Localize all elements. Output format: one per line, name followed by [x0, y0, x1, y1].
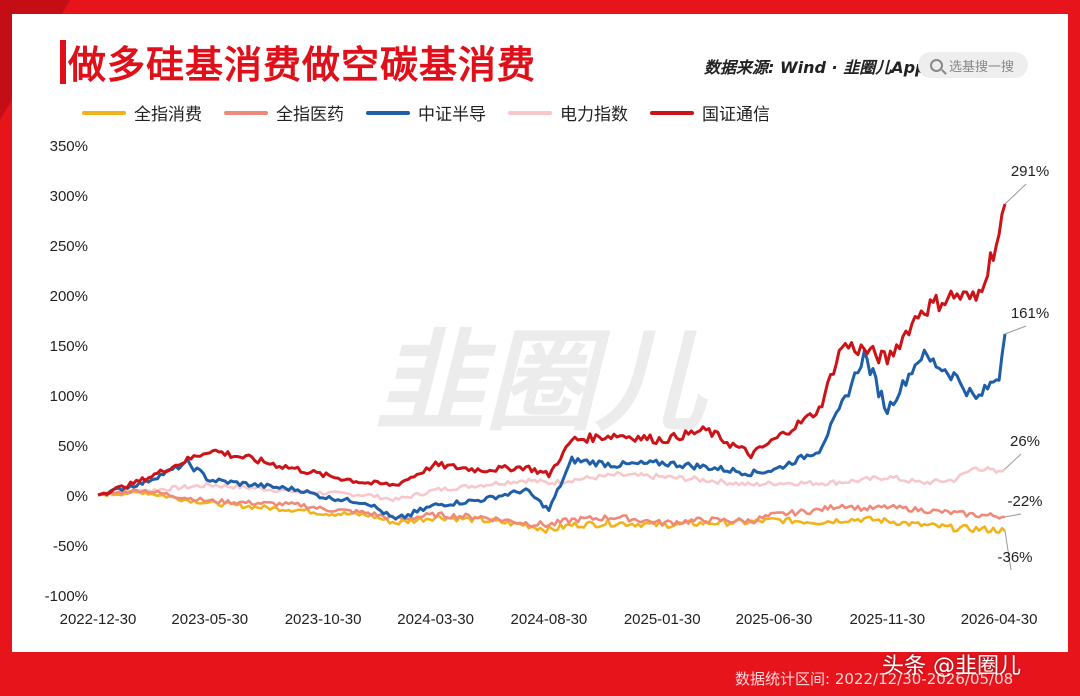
end-label-leader [1004, 513, 1022, 518]
y-tick-label: 350% [50, 138, 88, 155]
end-label-leader [1004, 183, 1027, 205]
y-tick-label: 50% [58, 438, 88, 455]
series-line [97, 489, 1006, 534]
legend-swatch [224, 110, 268, 115]
x-tick-label: 2025-06-30 [736, 611, 813, 628]
legend-label: 中证半导 [418, 105, 486, 125]
series-line [97, 333, 1007, 521]
legend-label: 电力指数 [560, 105, 628, 125]
end-label-leader [1004, 325, 1027, 335]
x-tick-label: 2023-10-30 [285, 611, 362, 628]
search-pill[interactable]: 选基搜一搜 [918, 52, 1028, 78]
y-tick-label: 250% [50, 238, 88, 255]
legend-item: 全指医药 [224, 100, 344, 125]
series-line [97, 488, 1005, 529]
y-tick-label: 0% [66, 488, 88, 505]
footer-range-label: 数据统计区间: [735, 670, 831, 688]
legend-label: 国证通信 [702, 105, 770, 125]
chart-title: 做多硅基消费做空碳基消费 [68, 43, 537, 87]
end-value-label: 26% [1010, 433, 1040, 450]
title-accent-bar [60, 40, 66, 84]
y-tick-label: 300% [50, 188, 88, 205]
legend-item: 中证半导 [366, 100, 486, 125]
end-label-leader [1004, 530, 1012, 571]
legend-swatch [366, 110, 410, 115]
end-value-label: -36% [997, 549, 1032, 566]
y-tick-label: 100% [50, 388, 88, 405]
footer-range-value: 2022/12/30-2026/05/08 [834, 670, 1014, 688]
end-value-label: -22% [1007, 493, 1042, 510]
end-value-label: 291% [1011, 163, 1049, 180]
x-tick-label: 2025-01-30 [624, 611, 701, 628]
source-value: Wind [779, 58, 826, 77]
data-source: 数据来源: Wind · 韭圈儿App [704, 58, 927, 77]
series-line [97, 466, 1006, 503]
x-tick-label: 2022-12-30 [60, 611, 137, 628]
x-tick-label: 2023-05-30 [171, 611, 248, 628]
y-tick-label: -50% [53, 538, 88, 555]
x-tick-label: 2025-11-30 [849, 611, 925, 628]
search-placeholder: 选基搜一搜 [949, 59, 1015, 75]
footer-range: 数据统计区间: 2022/12/30-2026/05/08 [735, 668, 1013, 689]
center-watermark-logo: 韭圈儿 [375, 318, 709, 446]
legend-label: 全指医药 [276, 105, 344, 125]
legend-swatch [508, 110, 552, 115]
toutiao-watermark: 头条 @韭圈儿 [882, 654, 1021, 679]
end-label-leader [1004, 453, 1022, 470]
y-tick-label: 200% [50, 288, 88, 305]
legend-item: 全指消费 [82, 100, 202, 125]
end-value-label: 161% [1011, 305, 1049, 322]
source-label: 数据来源: [704, 58, 775, 77]
x-tick-label: 2024-08-30 [511, 611, 588, 628]
legend-swatch [82, 110, 126, 115]
chart-card [12, 14, 1068, 652]
legend-label: 全指消费 [134, 105, 202, 125]
x-tick-label: 2024-03-30 [397, 611, 474, 628]
search-icon [930, 58, 943, 72]
legend-swatch [650, 110, 694, 115]
series-line [97, 203, 1007, 497]
legend-item: 国证通信 [650, 100, 770, 125]
legend-item: 电力指数 [508, 100, 628, 125]
chart-legend: 全指消费 全指医药 中证半导 电力指数 国证通信 [82, 100, 792, 125]
y-tick-label: 150% [50, 338, 88, 355]
x-tick-label: 2026-04-30 [961, 611, 1038, 628]
y-tick-label: -100% [45, 588, 88, 605]
brand-name: 韭圈儿App [843, 58, 927, 77]
